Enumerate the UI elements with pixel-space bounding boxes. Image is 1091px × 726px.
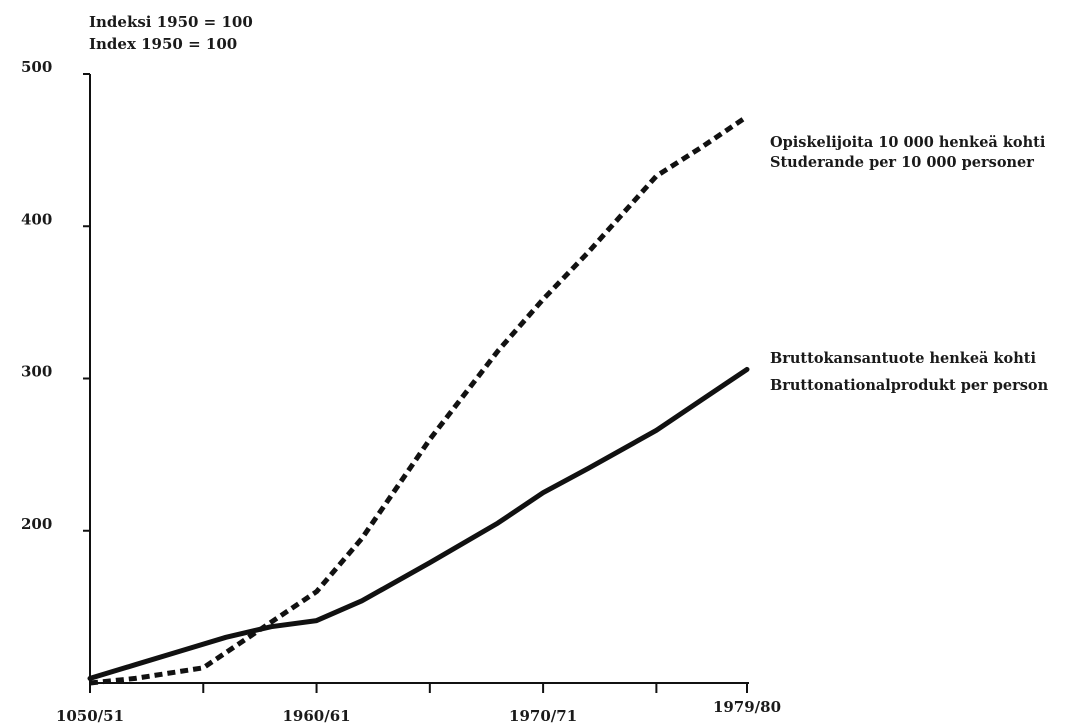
x-tick-label: 1979/80 bbox=[713, 698, 781, 716]
series-gdp-line bbox=[87, 366, 750, 681]
legend-students-line-1: Opiskelijoita 10 000 henkeä kohti bbox=[770, 134, 1046, 151]
y-tick-label: 200 bbox=[21, 515, 52, 533]
x-tick-label: 1050/51 bbox=[56, 707, 124, 725]
y-tick-label: 500 bbox=[21, 58, 52, 76]
x-ticks: 1050/51 1960/61 1970/71 1979/80 bbox=[56, 683, 781, 725]
y-ticks: 500 400 300 200 bbox=[21, 58, 90, 533]
y-tick-label: 300 bbox=[21, 363, 52, 381]
legend-students-line-2: Studerande per 10 000 personer bbox=[770, 154, 1034, 171]
legend-gdp-line-1: Bruttokansantuote henkeä kohti bbox=[770, 350, 1036, 367]
legend-gdp: Bruttokansantuote henkeä kohti Bruttonat… bbox=[770, 350, 1049, 394]
legend-students: Opiskelijoita 10 000 henkeä kohti Studer… bbox=[770, 134, 1046, 171]
y-tick-label: 400 bbox=[21, 210, 52, 228]
y-axis-title-line-2: Index 1950 = 100 bbox=[89, 35, 237, 53]
series-layer bbox=[87, 114, 750, 686]
y-axis-title-line-1: Indeksi 1950 = 100 bbox=[89, 13, 253, 31]
y-axis-title: Indeksi 1950 = 100 Index 1950 = 100 bbox=[89, 13, 253, 53]
x-tick-label: 1960/61 bbox=[282, 707, 350, 725]
legend-gdp-line-2: Bruttonationalprodukt per person bbox=[770, 377, 1049, 394]
x-tick-label: 1970/71 bbox=[509, 707, 577, 725]
series-students-line bbox=[89, 114, 749, 686]
